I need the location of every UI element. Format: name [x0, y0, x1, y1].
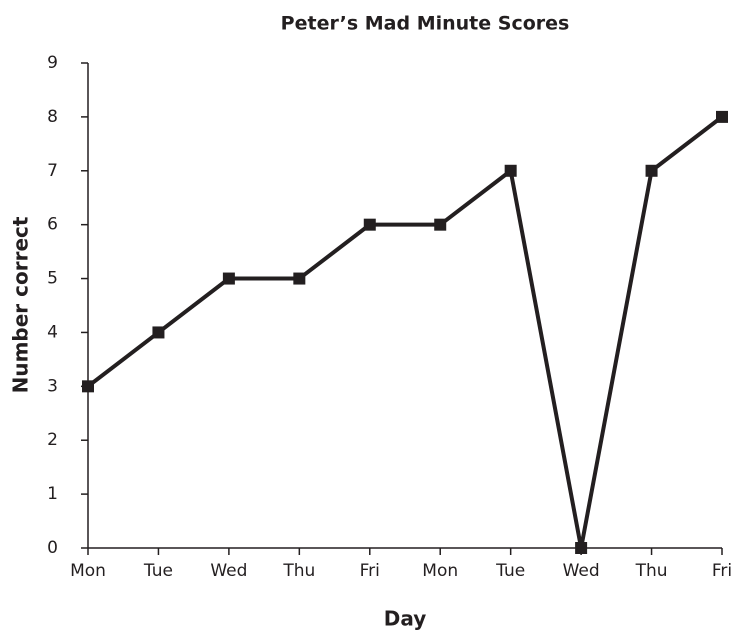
x-axis-title: Day [384, 607, 427, 631]
y-tick-label: 2 [47, 430, 58, 450]
chart-title: Peter’s Mad Minute Scores [281, 13, 570, 35]
data-point [575, 542, 588, 554]
y-tick-label: 4 [47, 322, 58, 342]
x-tick-label: Mon [422, 561, 458, 581]
x-tick-label: Fri [712, 561, 732, 581]
y-tick-label: 5 [47, 269, 58, 289]
data-point [82, 380, 94, 393]
x-tick-label: Mon [70, 561, 106, 581]
x-tick-label: Fri [360, 561, 380, 581]
y-tick-label: 7 [47, 161, 58, 181]
x-tick-label: Thu [282, 561, 315, 581]
data-point [504, 164, 517, 177]
y-tick-label: 3 [47, 376, 58, 396]
data-point [645, 164, 658, 177]
x-tick-label: Wed [563, 561, 600, 581]
data-point [434, 218, 447, 231]
y-tick-label: 8 [47, 107, 58, 127]
y-tick-label: 9 [47, 53, 58, 73]
data-point [222, 272, 235, 285]
x-tick-label: Wed [210, 561, 247, 581]
x-tick-label: Thu [635, 561, 668, 581]
data-point [152, 326, 165, 339]
data-point [716, 110, 728, 123]
y-tick-label: 6 [47, 215, 58, 235]
y-tick-label: 0 [47, 538, 58, 558]
y-axis-title: Number correct [9, 216, 33, 393]
x-tick-label: Tue [495, 561, 525, 581]
data-point [293, 272, 306, 285]
data-line [86, 115, 724, 549]
data-point [363, 218, 376, 231]
x-tick-label: Tue [143, 561, 173, 581]
y-tick-label: 1 [47, 484, 58, 504]
